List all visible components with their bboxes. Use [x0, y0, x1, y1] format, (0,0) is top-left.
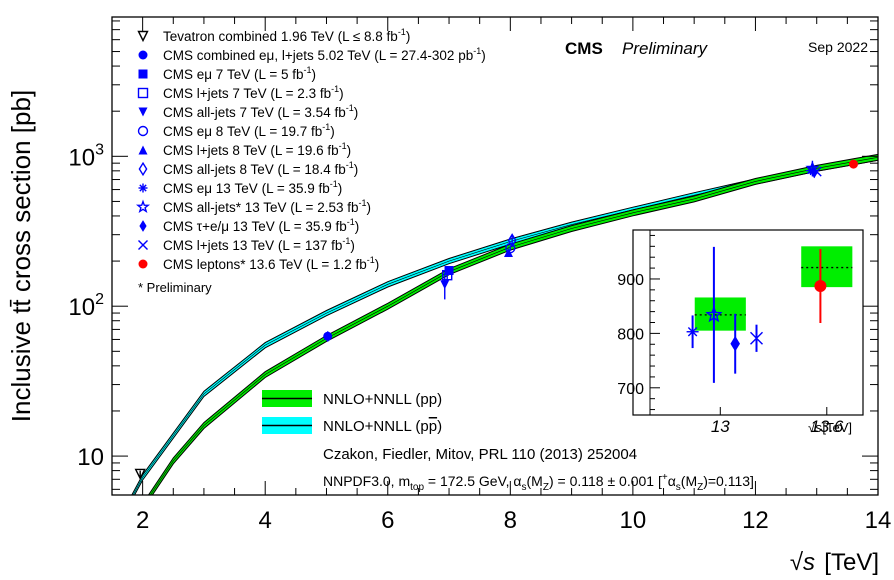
x-tick-label: 8 — [504, 507, 517, 534]
legend-text: CMS eμ 7 TeV (L = 5 fb-1) — [163, 65, 316, 82]
data-point-square-open — [442, 269, 453, 281]
y-axis-label: Inclusive tt̄ cross section [pb] — [6, 90, 36, 422]
x-tick-label: 2 — [136, 507, 149, 534]
legend-marker-star-open — [135, 199, 151, 214]
x-axis-label: √s [TeV] — [790, 549, 879, 576]
legend-text: CMS τ+e/μ 13 TeV (L = 35.9 fb-1) — [163, 217, 359, 234]
legend-entry: CMS eμ 7 TeV (L = 5 fb-1) — [138, 65, 316, 82]
legend-marker-triangle-up — [138, 145, 148, 155]
inset-y-tick-label: 700 — [617, 381, 644, 398]
legend-marker-triangle-down-open — [137, 30, 149, 43]
inset-point-asterisk — [686, 325, 699, 338]
inset-theory-box — [694, 297, 746, 331]
legend-text: CMS eμ 13 TeV (L = 35.9 fb-1) — [163, 179, 342, 196]
legend-marker-diamond — [139, 220, 147, 232]
data-points — [134, 159, 858, 481]
data-point-cross — [811, 166, 822, 177]
inset-point-star-open — [705, 305, 723, 323]
y-tick-label: 10 — [77, 444, 104, 471]
legend: Tevatron combined 1.96 TeV (L ≤ 8.8 fb-1… — [135, 27, 486, 272]
data-point-triangle-down-open — [134, 468, 146, 481]
legend-marker-circle — [138, 259, 148, 269]
inset-point-cross — [750, 331, 763, 345]
inset-y-tick-label: 900 — [617, 272, 644, 289]
x-tick-label: 14 — [865, 507, 892, 534]
legend-entry: CMS combined eμ, l+jets 5.02 TeV (L = 27… — [138, 46, 486, 63]
y-tick-label: 102 — [68, 291, 104, 321]
x-tick-label: 10 — [620, 507, 647, 534]
legend-marker-square-open — [137, 87, 149, 99]
reference-label: Czakon, Fiedler, Mitov, PRL 110 (2013) 2… — [323, 446, 637, 463]
date-label: Sep 2022 — [808, 39, 868, 55]
x-tick-label: 12 — [742, 507, 769, 534]
legend-entry: CMS eμ 13 TeV (L = 35.9 fb-1) — [138, 179, 342, 196]
legend-entry: CMS l+jets 7 TeV (L = 2.3 fb-1) — [137, 84, 344, 101]
legend-text: CMS l+jets 7 TeV (L = 2.3 fb-1) — [163, 84, 344, 101]
inset-x-tick-label: 13 — [711, 417, 730, 436]
legend-entry: Tevatron combined 1.96 TeV (L ≤ 8.8 fb-1… — [137, 27, 410, 44]
legend-marker-asterisk — [138, 183, 148, 193]
legend-entry: CMS all-jets 8 TeV (L = 18.4 fb-1) — [138, 160, 358, 177]
legend-marker-diamond-open — [138, 161, 148, 177]
inset-theory-box — [801, 246, 853, 288]
data-point-triangle-down — [440, 280, 450, 290]
theory-pp-label: NNLO+NNLL (pp) — [323, 391, 442, 408]
legend-entry: CMS τ+e/μ 13 TeV (L = 35.9 fb-1) — [139, 217, 359, 234]
legend-text: CMS all-jets* 13 TeV (L = 2.53 fb-1) — [163, 198, 371, 215]
inset-x-axis-suffix: √s [TeV] — [808, 420, 852, 435]
brand-label: CMS — [565, 39, 603, 58]
pdf-note: NNPDF3.0, mtop = 172.5 GeV, αs(MZ) = 0.1… — [323, 472, 754, 493]
x-axis-label-symbol: √s — [790, 549, 815, 576]
inset-point-circle — [814, 280, 827, 293]
axes: 2 4 6 8 10 12 14 10 102 103 — [68, 17, 891, 534]
inset-point-diamond — [730, 335, 740, 352]
data-point-circle — [848, 159, 858, 169]
legend-entry: CMS l+jets 8 TeV (L = 19.6 fb-1) — [138, 141, 351, 158]
theory-legend: NNLO+NNLL (pp) NNLO+NNLL (pp) Czakon, Fi… — [262, 390, 754, 493]
legend-text: CMS l+jets 8 TeV (L = 19.6 fb-1) — [163, 141, 351, 158]
inset-x-axis-unit: [TeV] — [822, 420, 852, 435]
legend-entry: CMS l+jets 13 TeV (L = 137 fb-1) — [138, 236, 355, 253]
legend-marker-triangle-down — [138, 107, 148, 117]
data-point-triangle-up — [503, 248, 513, 258]
legend-text: CMS l+jets 13 TeV (L = 137 fb-1) — [163, 236, 355, 253]
inset-y-tick-label: 800 — [617, 326, 644, 343]
x-tick-label: 6 — [381, 507, 394, 534]
theory-ppbar-label: NNLO+NNLL (pp) — [323, 418, 442, 435]
x-axis-label-unit: [TeV] — [824, 549, 879, 576]
legend-marker-cross — [138, 240, 148, 250]
plot-frame — [111, 16, 879, 496]
inset-x-axis-symbol: √s — [808, 420, 822, 435]
legend-entry: CMS all-jets* 13 TeV (L = 2.53 fb-1) — [135, 198, 371, 215]
legend-text: CMS all-jets 8 TeV (L = 18.4 fb-1) — [163, 160, 358, 177]
legend-marker-square — [138, 69, 148, 79]
x-tick-label: 4 — [259, 507, 272, 534]
legend-text: CMS combined eμ, l+jets 5.02 TeV (L = 27… — [163, 46, 486, 63]
footnote: * Preliminary — [138, 280, 212, 295]
legend-text: CMS leptons* 13.6 TeV (L = 1.2 fb-1) — [163, 255, 379, 272]
inset-x-tick-label: 13.6 — [810, 417, 844, 436]
preliminary-label: Preliminary — [622, 39, 709, 58]
legend-entry: CMS all-jets 7 TeV (L = 3.54 fb-1) — [138, 103, 358, 120]
legend-marker-circle-open — [137, 125, 149, 137]
legend-marker-circle — [138, 50, 148, 60]
legend-entry: CMS eμ 8 TeV (L = 19.7 fb-1) — [137, 122, 335, 139]
y-tick-label: 103 — [68, 141, 104, 171]
data-point-diamond-open — [507, 233, 517, 248]
data-point-circle — [323, 331, 333, 341]
legend-text: CMS all-jets 7 TeV (L = 3.54 fb-1) — [163, 103, 358, 120]
cms-label: CMS Preliminary — [565, 39, 709, 58]
legend-text: Tevatron combined 1.96 TeV (L ≤ 8.8 fb-1… — [163, 27, 410, 44]
legend-text: CMS eμ 8 TeV (L = 19.7 fb-1) — [163, 122, 335, 139]
legend-entry: CMS leptons* 13.6 TeV (L = 1.2 fb-1) — [138, 255, 379, 272]
inset-chart: 700 800 900 13 13.6 √s [TeV] — [617, 229, 864, 436]
